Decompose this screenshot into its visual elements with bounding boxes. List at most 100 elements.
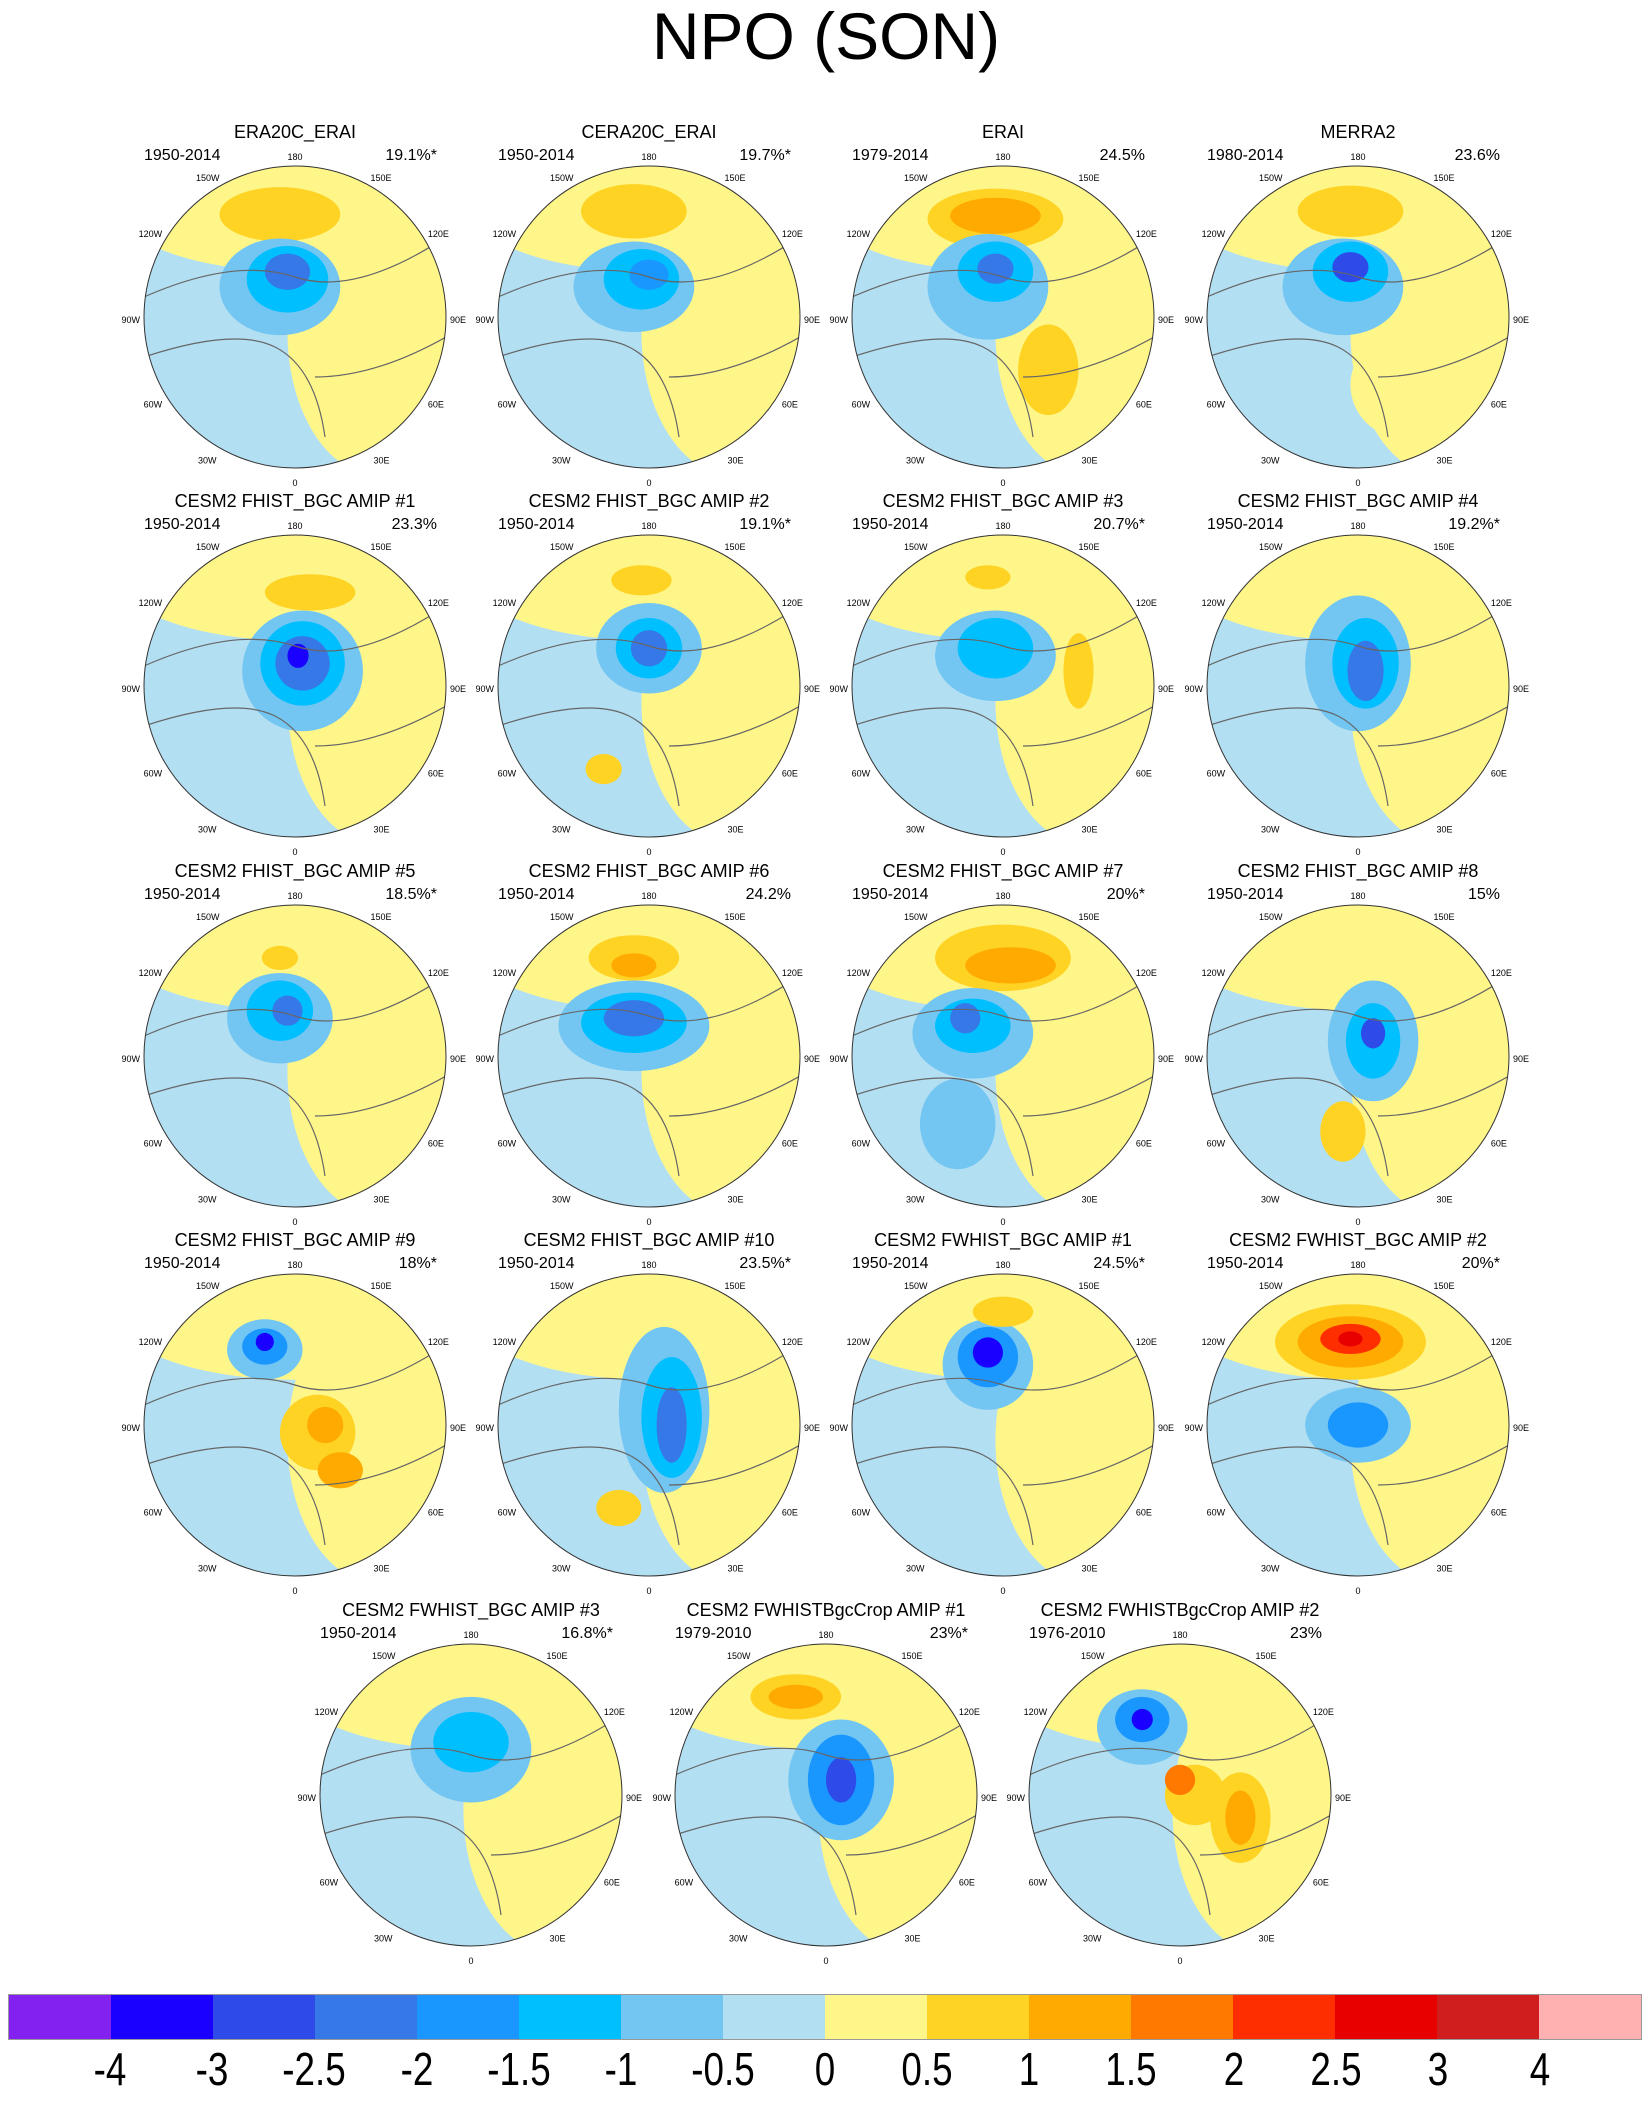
positive-anomaly [1350, 332, 1457, 438]
positive-anomaly [1164, 1764, 1196, 1795]
longitude-label: 150E [1256, 1651, 1277, 1661]
negative-anomaly [287, 643, 309, 668]
longitude-label: 180 [287, 521, 302, 531]
longitude-label: 60E [1491, 1139, 1507, 1149]
coastline [144, 1344, 446, 1546]
longitude-label: 90W [652, 1793, 671, 1803]
panel-variance: 20.7%* [1093, 516, 1145, 533]
longitude-label: 60W [852, 1508, 871, 1518]
longitude-label: 60W [498, 1139, 517, 1149]
longitude-label: 0 [1000, 1217, 1005, 1227]
longitude-label: 120E [428, 968, 449, 978]
longitude-label: 30W [1083, 1933, 1102, 1943]
negative-anomaly [919, 1078, 996, 1170]
colorbar-swatch [9, 1995, 111, 2039]
longitude-label: 120E [428, 598, 449, 608]
panel-variance: 16.8%* [561, 1625, 613, 1642]
map-boundary [1028, 1643, 1332, 1947]
positive-anomaly [219, 187, 341, 242]
longitude-label: 180 [641, 1260, 656, 1270]
longitude-label: 30E [1437, 1194, 1453, 1204]
longitude-label: 30W [552, 1563, 571, 1573]
longitude-label: 90E [1513, 1423, 1529, 1433]
longitude-label: 60W [852, 1139, 871, 1149]
map-boundary [1206, 534, 1510, 838]
colorbar-tick-label: -1.5 [486, 2043, 551, 2095]
panel-variance: 19.1%* [385, 147, 437, 164]
map-boundary [319, 1643, 623, 1947]
longitude-label: 60W [852, 400, 871, 410]
longitude-label: 120W [847, 229, 871, 239]
coastline [852, 605, 1154, 807]
longitude-label: 120W [1202, 968, 1226, 978]
longitude-label: 60W [675, 1878, 694, 1888]
longitude-label: 120W [493, 1337, 517, 1347]
negative-anomaly [1131, 1708, 1153, 1731]
panel-variance: 24.5% [1099, 147, 1145, 164]
coastline [498, 236, 800, 438]
longitude-label: 150E [1079, 1281, 1100, 1291]
longitude-label: 30E [374, 1194, 390, 1204]
longitude-label: 90W [1006, 1793, 1025, 1803]
negative-anomaly [603, 1000, 665, 1037]
polar-map: 180 150W 150E 120W 120E 90W 90E 60W 60E 30W 30E 0 [475, 521, 820, 857]
longitude-label: 120W [493, 968, 517, 978]
longitude-label: 180 [995, 1260, 1010, 1270]
longitude-label: 150W [727, 1651, 751, 1661]
longitude-label: 180 [463, 1630, 478, 1640]
polar-map: 180 150W 150E 120W 120E 90W 90E 60W 60E 30W 30E 0 [475, 1260, 820, 1596]
longitude-label: 120W [139, 968, 163, 978]
longitude-label: 60W [144, 1139, 163, 1149]
longitude-label: 30E [1082, 455, 1098, 465]
map-boundary [851, 165, 1155, 469]
panel-variance: 23% [1289, 1625, 1322, 1642]
longitude-label: 0 [1355, 1217, 1360, 1227]
longitude-label: 120W [1024, 1707, 1048, 1717]
colorbar-tick-label: -3 [195, 2043, 229, 2095]
longitude-label: 120E [1491, 968, 1512, 978]
longitude-label: 120E [1491, 598, 1512, 608]
colorbar-swatch [519, 1995, 621, 2039]
longitude-label: 150E [1079, 912, 1100, 922]
longitude-label: 0 [292, 1217, 297, 1227]
map-panel: 180 150W 150E 120W 120E 90W 90E 60W 60E 30W 30E 0 CE… [120, 1230, 470, 1600]
longitude-label: 150W [196, 912, 220, 922]
polar-map: 180 150W 150E 120W 120E 90W 90E 60W 60E 30W 30E 0 [121, 521, 466, 857]
longitude-label: 30E [1437, 455, 1453, 465]
positive-anomaly [307, 1406, 344, 1444]
colorbar-swatch [621, 1995, 723, 2039]
longitude-label: 120W [139, 598, 163, 608]
colorbar-swatch [213, 1995, 315, 2039]
longitude-label: 90W [829, 315, 848, 325]
longitude-label: 90W [1184, 1054, 1203, 1064]
longitude-label: 0 [292, 1586, 297, 1596]
longitude-label: 150E [725, 912, 746, 922]
polar-map: 180 150W 150E 120W 120E 90W 90E 60W 60E 30W 30E 0 [1006, 1630, 1351, 1966]
negative-anomaly [972, 1337, 1003, 1368]
longitude-label: 150W [550, 173, 574, 183]
colorbar-swatch [315, 1995, 417, 2039]
longitude-label: 60E [1136, 1139, 1152, 1149]
longitude-label: 60W [1207, 769, 1226, 779]
panel-period: 1950-2014 [1207, 1255, 1284, 1272]
longitude-label: 120E [782, 1337, 803, 1347]
colorbar-tick-label: 2 [1223, 2043, 1244, 2095]
figure-title: NPO (SON) [651, 0, 1001, 73]
map-boundary [1206, 165, 1510, 469]
longitude-label: 0 [646, 1217, 651, 1227]
panel-title: CESM2 FHIST_BGC AMIP #8 [1237, 861, 1479, 881]
longitude-label: 90E [450, 315, 466, 325]
negative-anomaly [255, 1332, 274, 1352]
longitude-label: 60E [782, 769, 798, 779]
longitude-label: 90W [475, 1054, 494, 1064]
longitude-label: 120W [493, 598, 517, 608]
longitude-label: 0 [1000, 1586, 1005, 1596]
panel-title: CESM2 FHIST_BGC AMIP #10 [523, 1230, 775, 1250]
longitude-label: 150W [372, 1651, 396, 1661]
positive-anomaly [1320, 1101, 1366, 1162]
polar-map: 180 150W 150E 120W 120E 90W 90E 60W 60E 30W 30E 0 [1184, 1260, 1529, 1596]
longitude-label: 60W [144, 400, 163, 410]
longitude-label: 0 [823, 1956, 828, 1966]
map-panel: 180 150W 150E 120W 120E 90W 90E 60W 60E 30W 30E 0 ER… [120, 122, 470, 492]
longitude-label: 30W [374, 1933, 393, 1943]
